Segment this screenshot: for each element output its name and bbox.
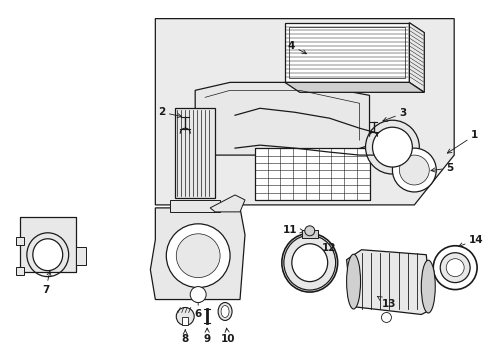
Polygon shape bbox=[175, 108, 215, 198]
Bar bbox=[182, 318, 188, 325]
Ellipse shape bbox=[218, 302, 232, 320]
Circle shape bbox=[365, 120, 419, 174]
Circle shape bbox=[432, 246, 476, 289]
Bar bbox=[254, 148, 369, 200]
Circle shape bbox=[190, 287, 206, 302]
Circle shape bbox=[176, 307, 194, 325]
Circle shape bbox=[399, 155, 428, 185]
Polygon shape bbox=[346, 250, 430, 315]
Polygon shape bbox=[210, 195, 244, 212]
Circle shape bbox=[176, 234, 220, 278]
Bar bbox=[76, 247, 85, 265]
Bar bbox=[301, 230, 317, 238]
Ellipse shape bbox=[221, 306, 228, 318]
Text: 2: 2 bbox=[158, 107, 181, 118]
Circle shape bbox=[381, 312, 390, 323]
Bar bbox=[16, 267, 24, 275]
Text: 9: 9 bbox=[203, 328, 210, 345]
Polygon shape bbox=[195, 82, 369, 155]
Text: 6: 6 bbox=[194, 298, 202, 319]
Text: 8: 8 bbox=[181, 330, 188, 345]
Circle shape bbox=[304, 226, 314, 236]
Bar bbox=[20, 217, 76, 272]
Text: 14: 14 bbox=[458, 235, 483, 247]
Bar bbox=[288, 27, 405, 78]
Text: 12: 12 bbox=[319, 243, 336, 257]
Ellipse shape bbox=[33, 239, 62, 271]
Ellipse shape bbox=[291, 244, 327, 282]
Circle shape bbox=[392, 148, 435, 192]
Ellipse shape bbox=[283, 235, 335, 290]
Ellipse shape bbox=[421, 260, 434, 313]
Polygon shape bbox=[285, 82, 424, 92]
Text: 3: 3 bbox=[382, 108, 406, 121]
Text: 7: 7 bbox=[42, 271, 51, 294]
Circle shape bbox=[439, 253, 469, 283]
Ellipse shape bbox=[346, 254, 360, 309]
Polygon shape bbox=[155, 19, 453, 205]
Polygon shape bbox=[150, 208, 244, 300]
Circle shape bbox=[446, 259, 463, 276]
Circle shape bbox=[372, 127, 411, 167]
Text: 13: 13 bbox=[377, 296, 395, 309]
Circle shape bbox=[166, 224, 229, 288]
Polygon shape bbox=[285, 23, 408, 82]
Polygon shape bbox=[408, 23, 424, 92]
Text: 5: 5 bbox=[430, 163, 452, 173]
Text: 10: 10 bbox=[221, 328, 235, 345]
Text: 4: 4 bbox=[287, 41, 306, 54]
Text: 1: 1 bbox=[447, 130, 477, 153]
Text: 11: 11 bbox=[283, 225, 304, 235]
Bar bbox=[170, 200, 220, 212]
Bar bbox=[16, 237, 24, 245]
